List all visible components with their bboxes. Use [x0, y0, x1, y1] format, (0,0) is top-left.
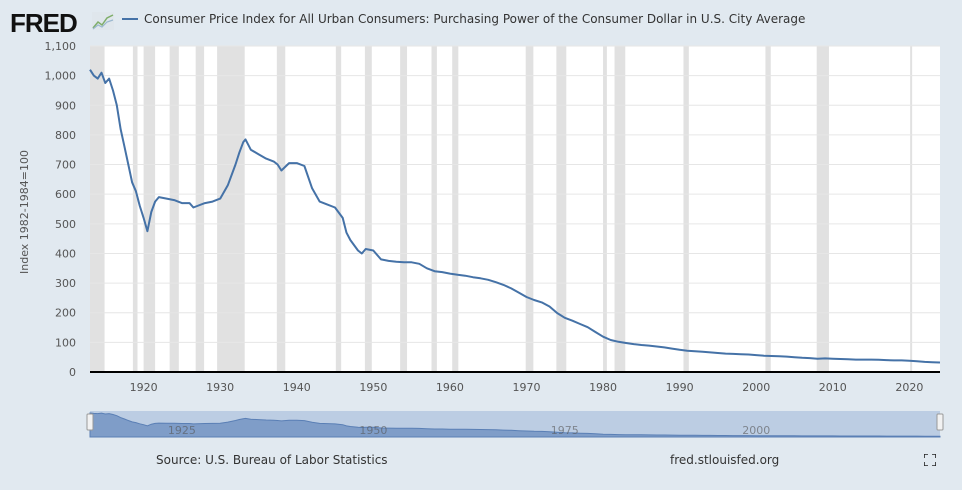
- recession-band: [431, 46, 437, 372]
- x-tick-label: 2010: [819, 381, 847, 394]
- recession-band: [765, 46, 771, 372]
- recession-band: [525, 46, 534, 372]
- x-tick-label: 1920: [130, 381, 158, 394]
- x-tick-label: 2020: [895, 381, 923, 394]
- navigator-label: 1950: [359, 424, 387, 437]
- y-tick-label: 600: [55, 188, 76, 201]
- recession-band: [335, 46, 342, 372]
- y-axis-title: Index 1982-1984=100: [18, 150, 31, 274]
- fred-logo[interactable]: FRED: [10, 8, 78, 38]
- x-tick-label: 1990: [666, 381, 694, 394]
- x-tick-label: 2000: [742, 381, 770, 394]
- recession-band: [556, 46, 567, 372]
- recession-band: [217, 46, 245, 372]
- source-credit: Source: U.S. Bureau of Labor Statistics: [156, 453, 388, 467]
- site-link[interactable]: fred.stlouisfed.org: [670, 453, 780, 467]
- recession-band: [603, 46, 607, 372]
- recession-band: [683, 46, 689, 372]
- recession-band: [400, 46, 408, 372]
- legend-item[interactable]: Consumer Price Index for All Urban Consu…: [122, 12, 805, 26]
- x-tick-label: 1960: [436, 381, 464, 394]
- recession-band: [816, 46, 829, 372]
- y-tick-label: 100: [55, 336, 76, 349]
- y-tick-label: 800: [55, 129, 76, 142]
- recession-band: [143, 46, 156, 372]
- plot-area: 0 100 200 300 400 500 600 700 800 900 1,000 1,100 19…: [45, 40, 941, 394]
- navigator-label: 1975: [551, 424, 579, 437]
- recession-band: [132, 46, 138, 372]
- navigator-handle[interactable]: [936, 413, 944, 431]
- expand-icon[interactable]: [924, 454, 936, 466]
- recession-band: [169, 46, 179, 372]
- legend-swatch: [122, 18, 138, 20]
- y-tick-label: 400: [55, 247, 76, 260]
- recession-band: [614, 46, 626, 372]
- recession-band: [90, 46, 105, 372]
- x-tick-label: 1940: [283, 381, 311, 394]
- recession-band: [195, 46, 205, 372]
- x-tick-label: 1980: [589, 381, 617, 394]
- recession-band: [276, 46, 286, 372]
- recession-band: [364, 46, 372, 372]
- x-tick-label: 1970: [512, 381, 540, 394]
- y-tick-label: 200: [55, 307, 76, 320]
- y-tick-label: 1,100: [45, 40, 77, 53]
- navigator-label: 1925: [168, 424, 196, 437]
- navigator[interactable]: 1925 1950 1975 2000: [86, 411, 944, 438]
- x-tick-label: 1950: [359, 381, 387, 394]
- series-line: [89, 69, 941, 364]
- recession-band: [910, 46, 913, 372]
- recession-band: [452, 46, 459, 372]
- y-tick-label: 500: [55, 218, 76, 231]
- y-tick-label: 700: [55, 159, 76, 172]
- y-tick-label: 900: [55, 99, 76, 112]
- x-tick-label: 1930: [206, 381, 234, 394]
- fred-chart-logo-icon: [92, 12, 114, 30]
- navigator-series: [89, 412, 941, 438]
- navigator-handle[interactable]: [86, 413, 94, 431]
- y-tick-label: 1,000: [45, 70, 77, 83]
- y-tick-label: 0: [69, 366, 76, 379]
- navigator-label: 2000: [742, 424, 770, 437]
- y-tick-label: 300: [55, 277, 76, 290]
- legend-label: Consumer Price Index for All Urban Consu…: [144, 12, 806, 26]
